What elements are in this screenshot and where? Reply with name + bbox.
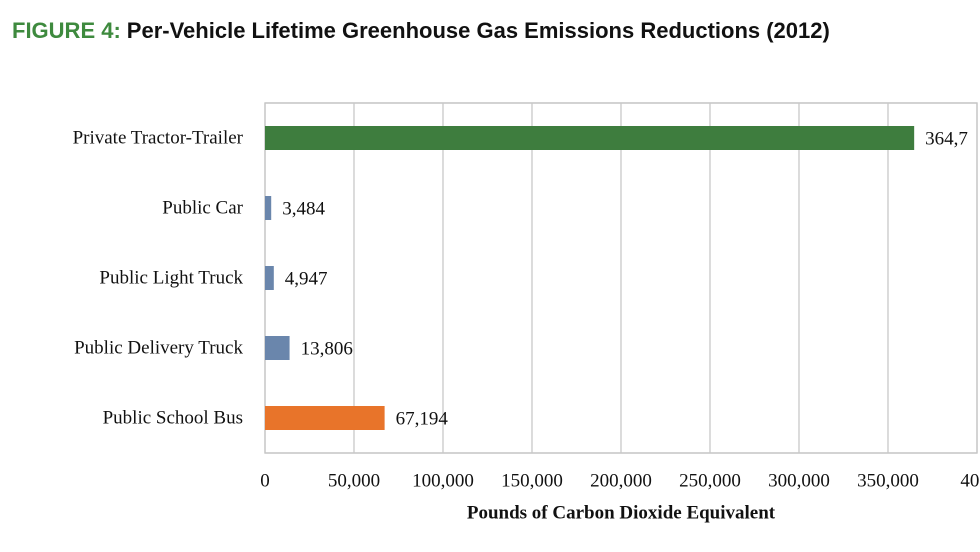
value-label: 67,194 — [396, 408, 449, 429]
x-tick-label: 400, — [960, 470, 980, 491]
x-tick-label: 0 — [260, 470, 270, 491]
y-tick-label: Public Car — [162, 197, 243, 218]
x-tick-label: 200,000 — [590, 470, 652, 491]
x-tick-label: 350,000 — [857, 470, 919, 491]
y-tick-label: Public Light Truck — [99, 267, 243, 288]
bar — [265, 336, 290, 360]
bar — [265, 196, 272, 220]
y-tick-label: Private Tractor-Trailer — [73, 127, 244, 148]
y-tick-label: Public School Bus — [103, 407, 243, 428]
x-tick-label: 250,000 — [679, 470, 741, 491]
value-label: 364,7 — [925, 128, 968, 149]
value-label: 3,484 — [282, 198, 325, 219]
x-tick-label: 150,000 — [501, 470, 563, 491]
figure-label: FIGURE 4: — [12, 18, 121, 43]
chart-title: FIGURE 4: Per-Vehicle Lifetime Greenhouse… — [12, 18, 830, 43]
bar — [265, 406, 385, 430]
value-label: 13,806 — [301, 338, 353, 359]
bar — [265, 266, 274, 290]
y-tick-label: Public Delivery Truck — [74, 337, 243, 358]
x-tick-label: 100,000 — [412, 470, 474, 491]
bar — [265, 126, 915, 150]
value-label: 4,947 — [285, 268, 328, 289]
title-text: Per-Vehicle Lifetime Greenhouse Gas Emis… — [127, 18, 830, 43]
x-axis-label: Pounds of Carbon Dioxide Equivalent — [467, 502, 776, 523]
x-tick-label: 50,000 — [328, 470, 380, 491]
x-tick-label: 300,000 — [768, 470, 830, 491]
